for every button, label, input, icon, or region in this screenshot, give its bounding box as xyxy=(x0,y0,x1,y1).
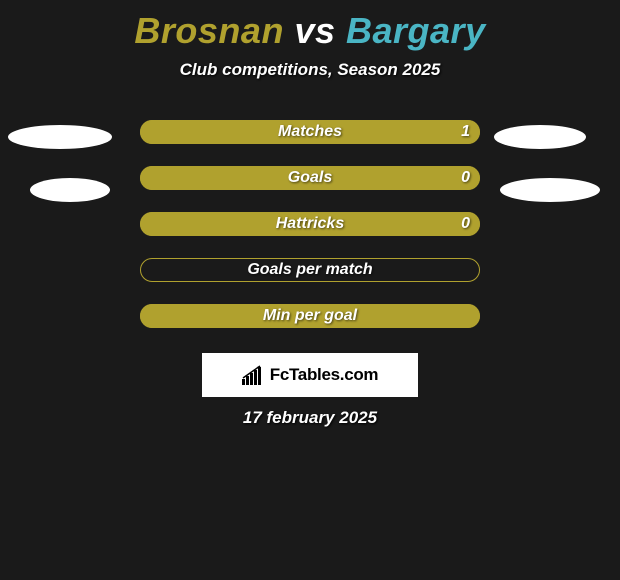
stat-label: Goals per match xyxy=(140,258,480,282)
stat-value-right: 0 xyxy=(140,166,470,190)
brand-text: FcTables.com xyxy=(270,365,379,385)
stat-value-right: 0 xyxy=(140,212,470,236)
player-badge-placeholder xyxy=(500,178,600,202)
date: 17 february 2025 xyxy=(0,408,620,428)
stat-row: Goals per match xyxy=(0,258,620,282)
stat-row: Hattricks0 xyxy=(0,212,620,236)
brand-logo[interactable]: FcTables.com xyxy=(202,353,418,397)
player2-name: Bargary xyxy=(346,10,486,51)
subtitle: Club competitions, Season 2025 xyxy=(0,60,620,80)
player1-name: Brosnan xyxy=(134,10,284,51)
stat-label: Min per goal xyxy=(140,304,480,328)
comparison-chart: Matches1Goals0Hattricks0Goals per matchM… xyxy=(0,120,620,370)
player-badge-placeholder xyxy=(30,178,110,202)
player-badge-placeholder xyxy=(8,125,112,149)
chart-icon xyxy=(242,365,264,385)
stat-value-right: 1 xyxy=(140,120,470,144)
comparison-title: Brosnan vs Bargary xyxy=(0,0,620,52)
player-badge-placeholder xyxy=(494,125,586,149)
vs-text: vs xyxy=(294,10,335,51)
stat-row: Min per goal xyxy=(0,304,620,328)
